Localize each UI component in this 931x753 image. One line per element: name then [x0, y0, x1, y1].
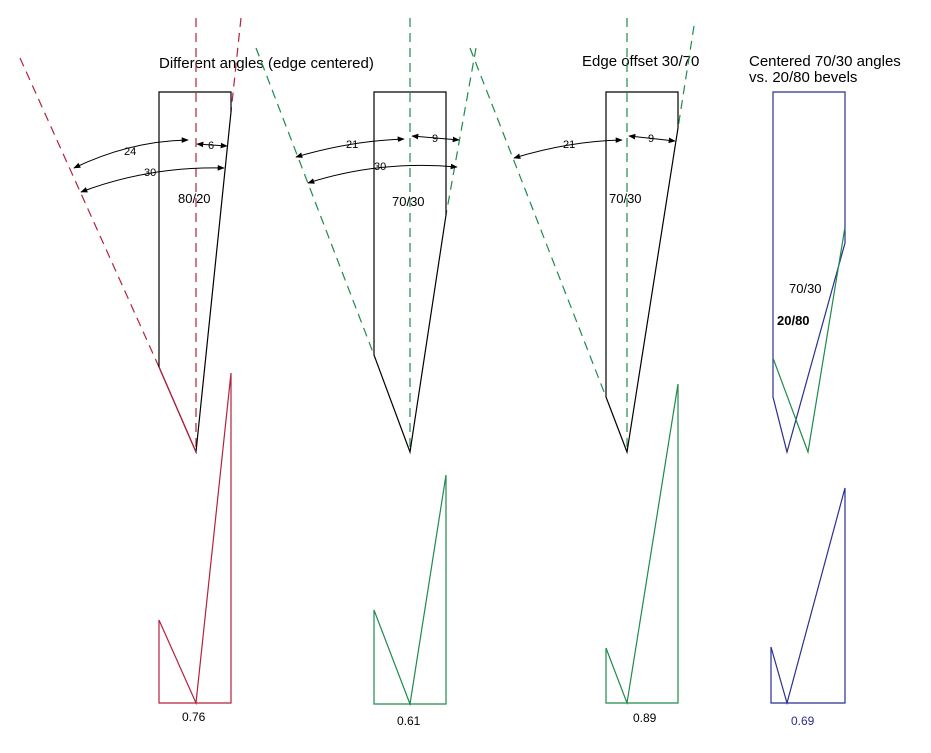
angle-label-30: 30 — [374, 161, 386, 173]
angle-arc-6 — [196, 141, 228, 149]
bevel-profile — [605, 383, 679, 706]
label-70-30: 70/30 — [789, 281, 822, 296]
value-label: 0.61 — [397, 714, 421, 728]
angle-arc-24 — [73, 137, 189, 169]
angle-arc-9 — [628, 133, 676, 144]
value-label: 0.69 — [791, 714, 815, 728]
ratio-label: 70/30 — [392, 194, 425, 209]
angle-label-21: 21 — [346, 139, 358, 151]
angle-arc-21 — [513, 137, 623, 159]
angle-arc-9 — [411, 133, 460, 143]
bevel-profile — [158, 372, 232, 706]
bevel-profile — [770, 487, 846, 706]
bevel-line-right-dashed — [445, 47, 477, 216]
angle-arc-30 — [307, 163, 458, 184]
ratio-label: 80/20 — [178, 191, 211, 206]
knife-4: 70/30 20/80 0.69 — [770, 91, 846, 728]
bevel-profile — [373, 474, 447, 707]
angle-label-24: 24 — [124, 146, 136, 158]
title-centered-line1: Centered 70/30 angles — [749, 53, 901, 70]
angle-label-21: 21 — [563, 139, 575, 151]
blade-outline — [772, 91, 846, 455]
angle-arc-30 — [80, 165, 225, 193]
bevel-line-left-dashed — [19, 57, 160, 368]
bevel-line-green — [772, 226, 846, 455]
title-different-angles: Different angles (edge centered) — [159, 55, 374, 72]
bevel-line-right-dashed — [677, 25, 695, 129]
knife-1: 24 6 30 80/20 0.76 — [19, 17, 242, 724]
label-20-80: 20/80 — [777, 313, 810, 328]
bevel-line-left-dashed — [255, 47, 375, 356]
angle-arc-21 — [295, 136, 405, 158]
title-edge-offset: Edge offset 30/70 — [582, 53, 699, 70]
ratio-label: 70/30 — [609, 191, 642, 206]
blade-outline — [373, 91, 447, 455]
title-centered-line2: vs. 20/80 bevels — [749, 69, 857, 86]
angle-label-30: 30 — [144, 167, 156, 179]
angle-label-9: 9 — [432, 133, 438, 145]
bevel-line-left — [158, 366, 197, 453]
knife-2: 21 9 30 70/30 0.61 — [255, 18, 477, 728]
bevel-line-left-dashed — [469, 47, 607, 398]
angle-label-9: 9 — [648, 133, 654, 145]
value-label: 0.89 — [633, 711, 657, 725]
angle-label-6: 6 — [208, 140, 214, 152]
blade-outline — [605, 91, 679, 455]
bevel-line-right-dashed — [230, 17, 242, 113]
knife-3: 21 9 70/30 0.89 — [469, 18, 695, 725]
value-label: 0.76 — [182, 710, 206, 724]
